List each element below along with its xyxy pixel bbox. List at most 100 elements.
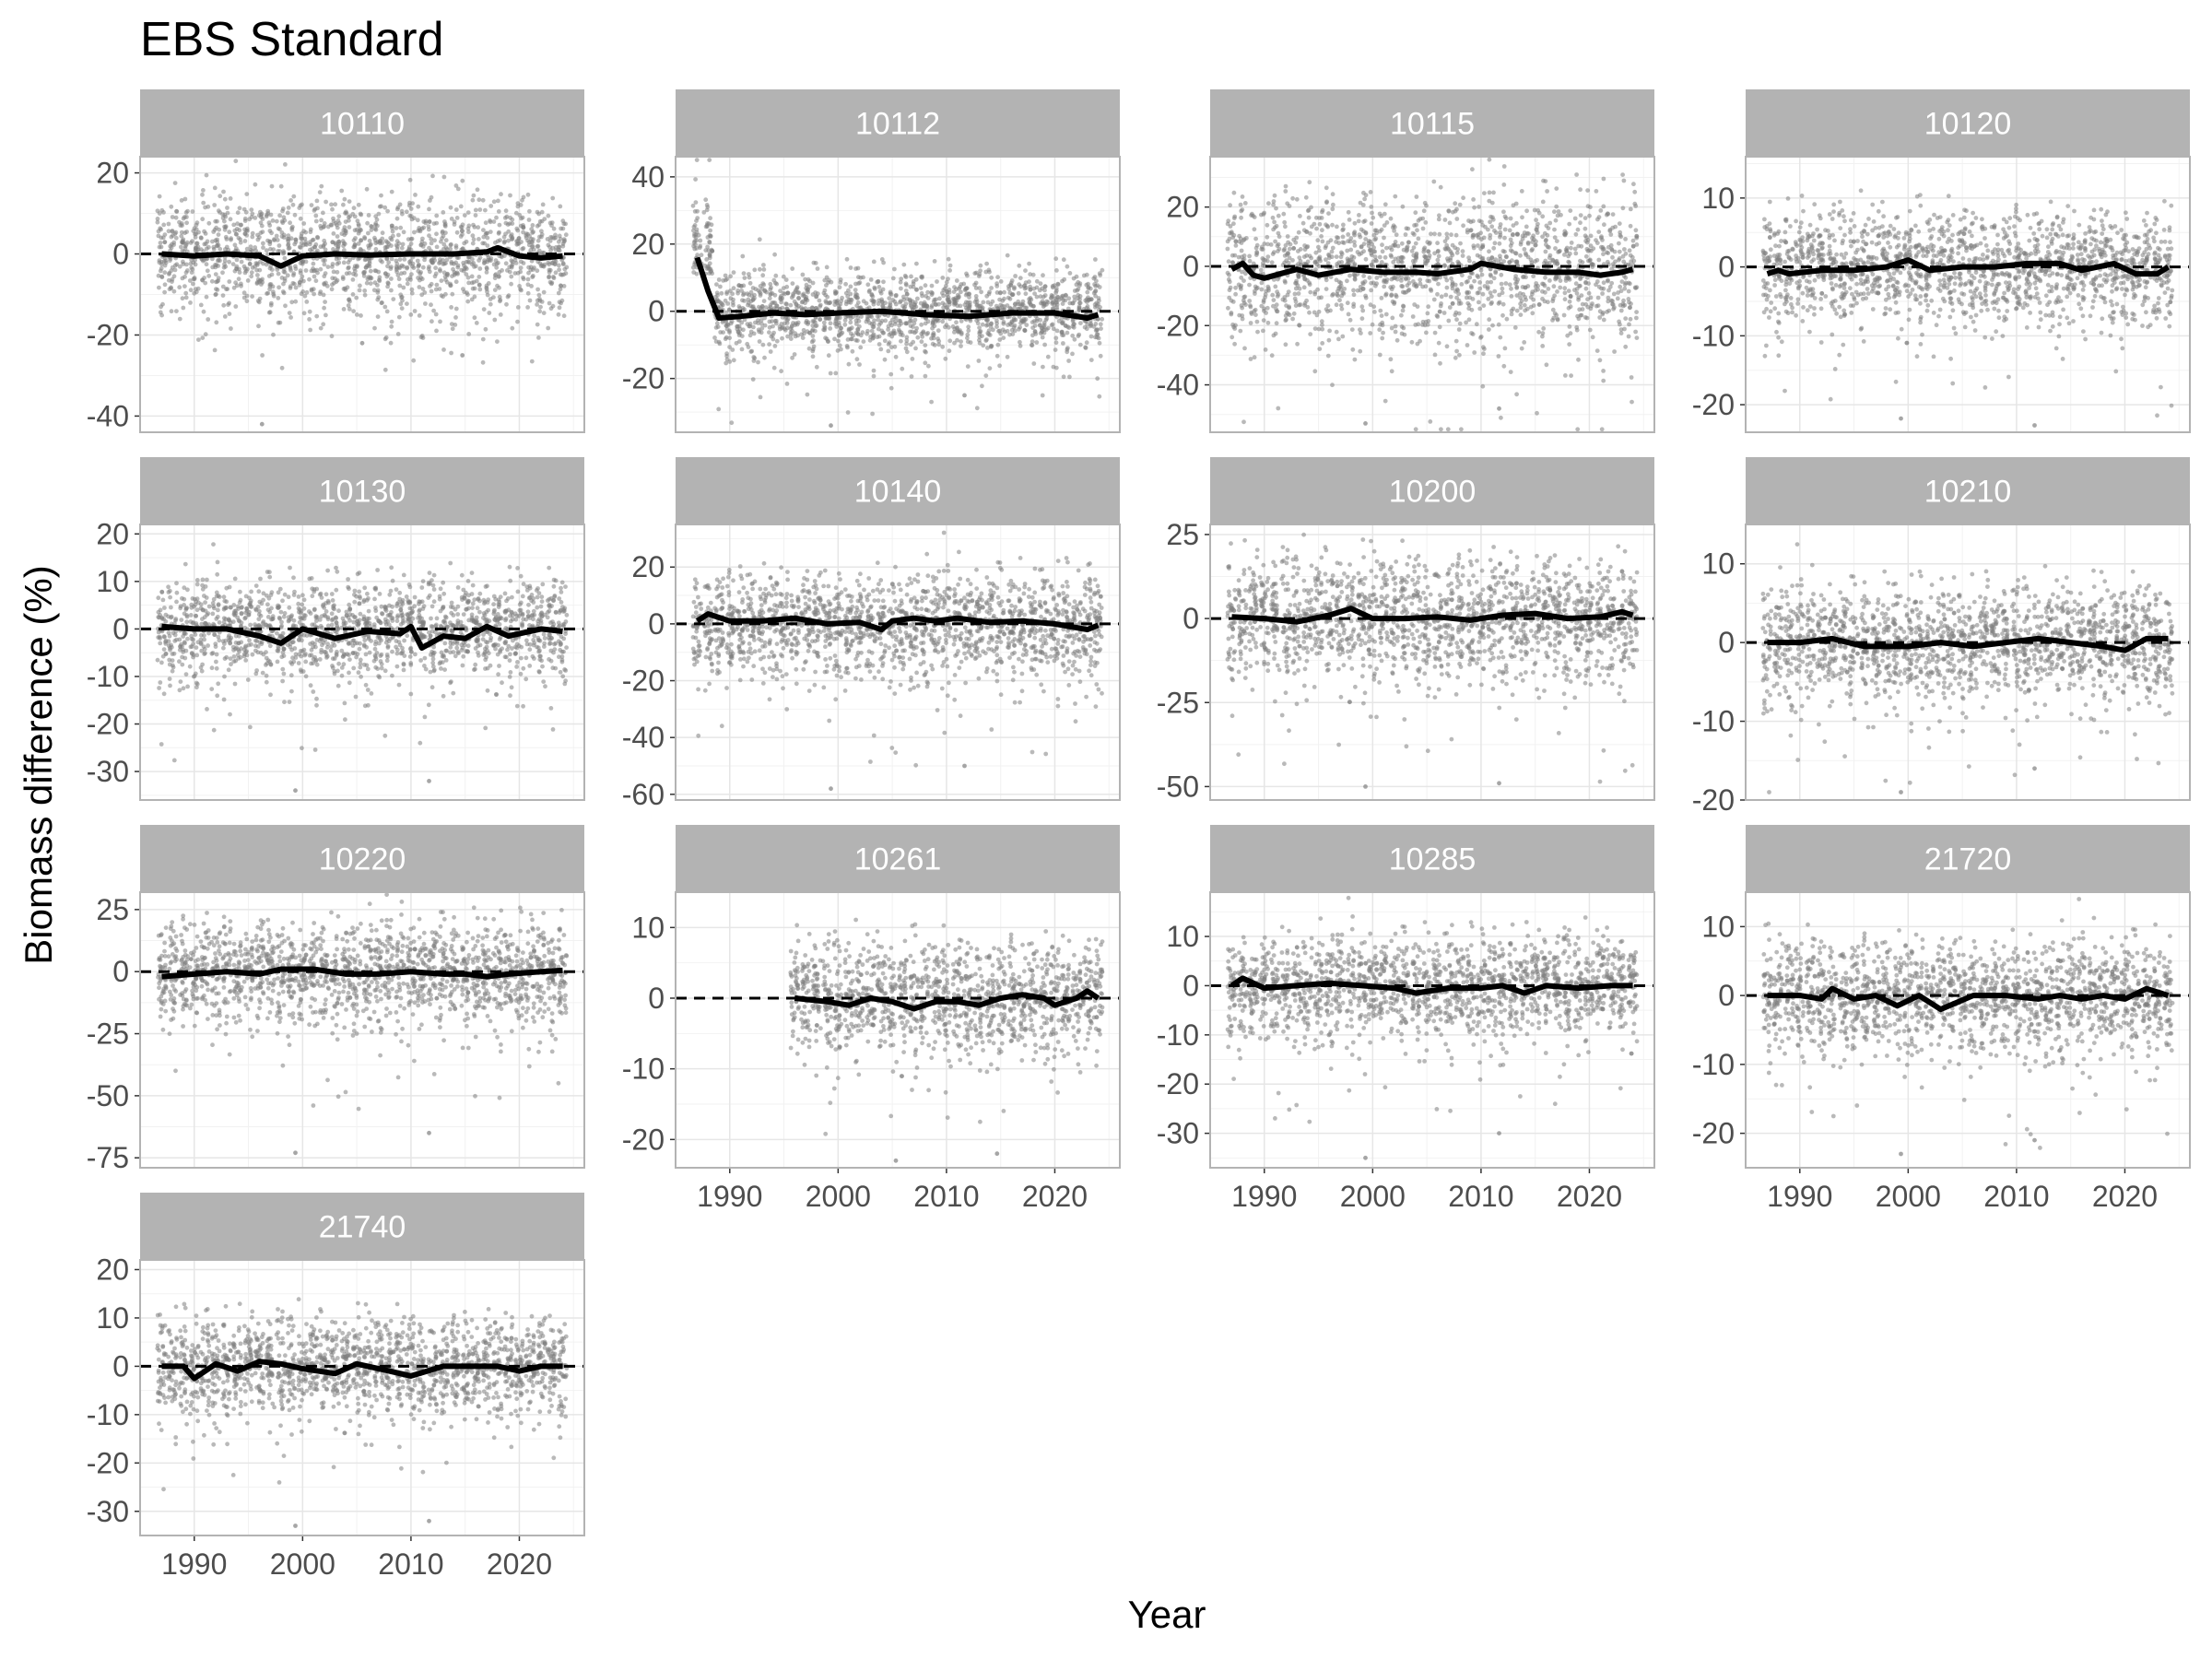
data-point [373,214,379,219]
data-point [483,207,488,213]
data-point [865,316,870,322]
data-point [1435,241,1440,246]
data-point [1507,260,1512,265]
data-point [915,335,921,340]
data-point [1382,398,1388,404]
data-point [1383,279,1389,285]
data-point [503,261,509,266]
data-point [547,267,552,273]
data-point [1443,292,1449,298]
data-point [471,261,477,265]
data-point [1290,258,1295,263]
data-point [1424,330,1429,335]
data-point [772,252,777,257]
data-point [1382,284,1387,289]
data-point [718,284,723,289]
data-point [1380,242,1384,248]
data-point [1555,289,1559,294]
data-point [1352,357,1358,362]
data-point [483,326,488,332]
data-point [1514,285,1520,289]
data-point [477,207,483,212]
data-point [1522,340,1527,345]
data-point [1063,323,1068,328]
data-point [784,382,790,386]
data-point [1568,294,1573,299]
data-point [959,289,963,295]
data-point [367,238,372,243]
data-point [1497,292,1502,298]
data-point [441,241,447,247]
data-point [1389,325,1394,331]
data-point [378,258,383,263]
data-point [1565,333,1571,338]
data-point [253,216,258,220]
data-point [291,271,297,276]
data-point [1518,253,1523,258]
data-point [1016,290,1021,296]
data-point [959,344,963,348]
data-point [773,273,779,278]
data-point [1031,361,1037,366]
data-point [384,309,390,314]
data-point [463,265,468,270]
data-point [369,228,374,233]
data-point [1006,323,1010,327]
data-point [707,240,712,245]
data-point [442,221,448,227]
data-point [1363,295,1369,300]
data-point [1052,283,1057,288]
data-point [1553,218,1559,223]
data-point [1346,258,1350,264]
data-point [161,222,167,228]
data-point [1475,273,1480,278]
data-point [837,306,842,311]
data-point [453,306,459,312]
data-point [1559,212,1563,218]
data-point [269,183,275,189]
data-point [174,262,180,267]
data-point [1240,254,1244,260]
data-point [412,309,418,313]
data-point [835,348,841,353]
data-point [1240,194,1245,199]
data-point [559,298,565,303]
data-point [233,280,238,286]
data-point [535,302,539,307]
data-point [1509,312,1514,317]
data-point [728,288,733,293]
data-point [1055,282,1061,287]
data-point [317,190,323,195]
data-point [462,289,467,295]
data-point [930,320,935,325]
data-point [361,270,367,275]
data-point [1499,415,1503,420]
data-point [315,206,320,211]
data-point [485,243,490,248]
data-point [466,229,471,235]
data-point [1316,295,1322,300]
data-point [409,217,415,222]
data-point [1535,225,1540,229]
data-point [1061,374,1066,380]
data-point [984,337,989,342]
data-point [691,224,697,229]
data-point [200,277,206,283]
data-point [397,283,403,288]
data-point [238,237,243,242]
data-point [1491,245,1497,251]
data-point [1472,205,1477,210]
data-point [1230,260,1235,265]
data-point [408,312,414,317]
data-point [1020,319,1026,324]
data-point [991,327,995,333]
data-point [527,298,533,303]
data-point [1340,234,1346,240]
data-point [935,279,939,284]
data-point [239,259,244,265]
data-point [803,276,807,282]
data-point [339,231,345,236]
data-point [962,288,968,293]
data-point [180,238,185,243]
data-point [818,317,823,322]
